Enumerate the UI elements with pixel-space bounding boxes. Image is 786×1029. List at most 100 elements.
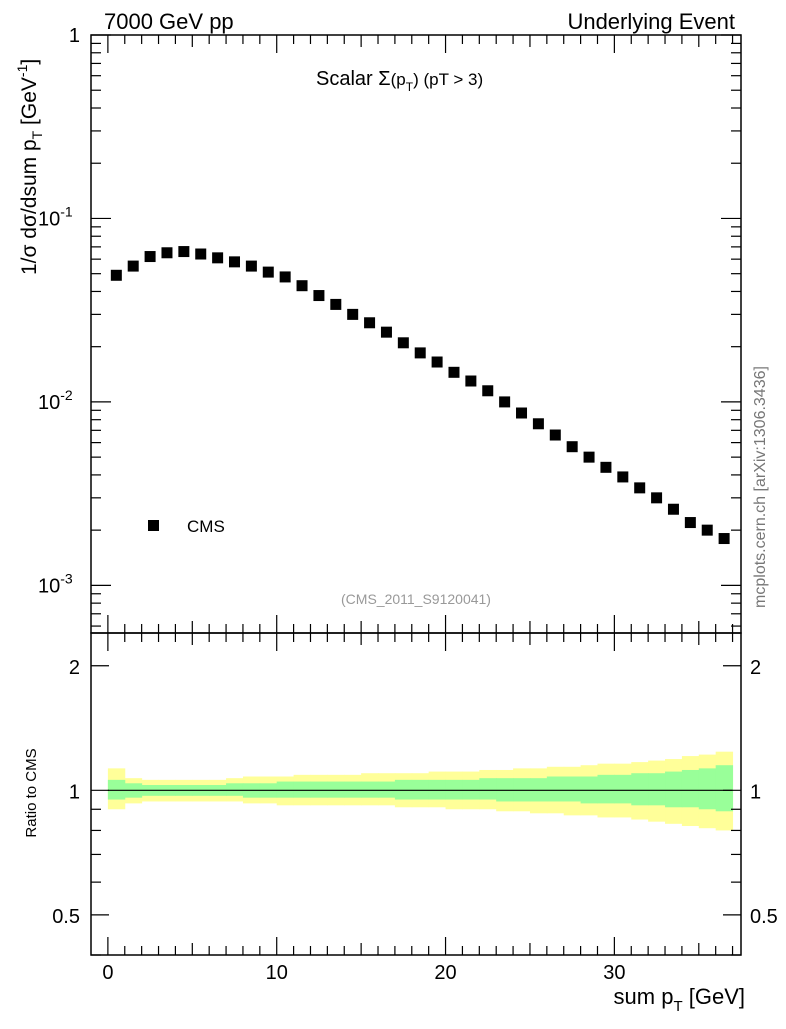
main-y-tick-base: 10 — [38, 208, 60, 230]
x-tick-label: 20 — [434, 962, 456, 984]
data-point-cms — [330, 298, 342, 310]
data-point-cms — [549, 429, 561, 441]
ratio-band-inner-bin — [462, 779, 480, 800]
y-label-subscript: T — [29, 130, 45, 139]
ratio-band-inner-bin — [226, 783, 244, 796]
title-cut-text: (pT > 3) — [419, 70, 483, 89]
y-label-superscript: -1 — [14, 64, 30, 77]
main-y-axis-label: 1/σ dσ/dsum pT [GeV-1] — [14, 59, 45, 275]
data-point-cms — [245, 260, 257, 272]
side-label: mcplots.cern.ch [arXiv:1306.3436] — [752, 366, 769, 608]
main-y-tick-label: 10-1 — [38, 203, 73, 230]
ratio-band-inner-bin — [479, 778, 497, 800]
data-point-cms — [279, 271, 291, 283]
ratio-band-inner-bin — [361, 781, 379, 798]
data-point-cms — [431, 356, 443, 368]
data-point-cms — [144, 251, 156, 263]
y-label-unit: [GeV — [18, 77, 41, 131]
data-point-cms — [195, 248, 207, 260]
data-point-cms — [634, 482, 646, 494]
ratio-band-inner-bin — [614, 774, 632, 804]
data-point-cms — [296, 280, 308, 292]
title-close-paren: ) — [413, 70, 419, 89]
title-main-text: Scalar — [316, 68, 378, 90]
data-point-cms — [482, 385, 494, 397]
main-y-tick-base: 10 — [38, 575, 60, 597]
data-point-cms — [448, 366, 460, 378]
ratio-band-inner-bin — [378, 781, 396, 798]
ratio-band-inner-bin — [597, 774, 615, 804]
legend-marker — [148, 520, 159, 531]
main-panel-frame — [90, 34, 742, 634]
main-y-tick-exponent: -1 — [60, 203, 73, 219]
data-point-cms — [583, 451, 595, 463]
data-point-cms — [651, 492, 663, 504]
data-point-cms — [499, 396, 511, 408]
ratio-y-tick-label-left: 0.5 — [52, 906, 80, 928]
ratio-band-inner-bin — [715, 765, 734, 812]
ratio-band-inner-bin — [546, 776, 565, 802]
data-point-cms — [313, 290, 325, 302]
data-point-cms — [397, 337, 409, 349]
ratio-band-inner-bin — [563, 776, 582, 802]
data-point-cms — [229, 256, 241, 268]
data-point-cms — [364, 317, 376, 329]
title-sigma-symbol: Σ — [378, 68, 390, 90]
data-point-cms — [516, 407, 528, 419]
data-point-cms — [414, 347, 426, 359]
ratio-y-tick-label-right: 0.5 — [750, 906, 778, 928]
ratio-band-inner-bin — [344, 781, 362, 798]
data-point-cms — [178, 246, 190, 258]
x-axis-label: sum pT [GeV] — [614, 984, 745, 1015]
ratio-band-inner-bin — [107, 779, 126, 800]
ratio-band-inner-bin — [411, 779, 430, 800]
ratio-band-inner-bin — [293, 781, 311, 798]
ratio-band-inner-bin — [698, 768, 717, 810]
header-left-label: 7000 GeV pp — [104, 9, 234, 34]
title-subscript: T — [406, 80, 414, 94]
ratio-band-inner-bin — [276, 781, 295, 798]
data-point-cms — [532, 418, 544, 430]
main-y-tick-label: 10-2 — [38, 387, 73, 414]
data-point-cms — [110, 269, 122, 281]
analysis-tag: (CMS_2011_S9120041) — [341, 591, 491, 607]
data-point-cms — [262, 266, 274, 278]
main-panel-points — [110, 246, 730, 545]
main-panel-ticks: 110-110-210-3 — [38, 25, 741, 633]
main-panel-title: Scalar Σ(pT) (pT > 3) — [316, 68, 483, 94]
data-point-cms — [347, 308, 359, 320]
data-point-cms — [667, 503, 679, 515]
legend-label: CMS — [187, 517, 225, 536]
main-y-tick-base: 10 — [38, 392, 60, 414]
title-p-text: (p — [391, 70, 406, 89]
ratio-band-inner-bin — [681, 769, 700, 808]
ratio-y-tick-label-right: 2 — [750, 657, 761, 679]
data-point-cms — [684, 517, 696, 529]
x-tick-label: 0 — [102, 962, 113, 984]
ratio-band-inner-bin — [445, 779, 463, 800]
header-right-label: Underlying Event — [567, 9, 735, 34]
main-y-tick-exponent: -2 — [60, 387, 73, 403]
data-point-cms — [701, 524, 713, 536]
ratio-band-inner-bin — [665, 771, 683, 808]
x-label-subscript: T — [673, 998, 682, 1015]
ratio-panel-frame — [90, 632, 742, 956]
data-point-cms — [617, 471, 629, 483]
ratio-band-inner-bin — [428, 779, 447, 800]
data-point-cms — [161, 247, 173, 259]
ratio-band-inner-bin — [648, 773, 666, 806]
y-label-close: ] — [18, 59, 41, 65]
ratio-panel-ticks: 2 2 1 1 0.5 0.5 0 10 20 30 — [52, 633, 778, 984]
x-label-unit: [GeV] — [683, 984, 745, 1009]
ratio-band-inner-bin — [310, 781, 328, 798]
main-y-tick-base: 1 — [69, 25, 80, 47]
ratio-y-axis-label: Ratio to CMS — [23, 748, 40, 837]
ratio-band-inner-bin — [394, 779, 413, 800]
data-point-cms — [127, 260, 139, 272]
ratio-y-tick-label-left: 2 — [69, 657, 80, 679]
main-y-tick-label: 10-3 — [38, 570, 73, 597]
ratio-band-inner-bin — [631, 773, 649, 806]
data-point-cms — [380, 326, 392, 338]
data-point-cms — [566, 441, 578, 453]
